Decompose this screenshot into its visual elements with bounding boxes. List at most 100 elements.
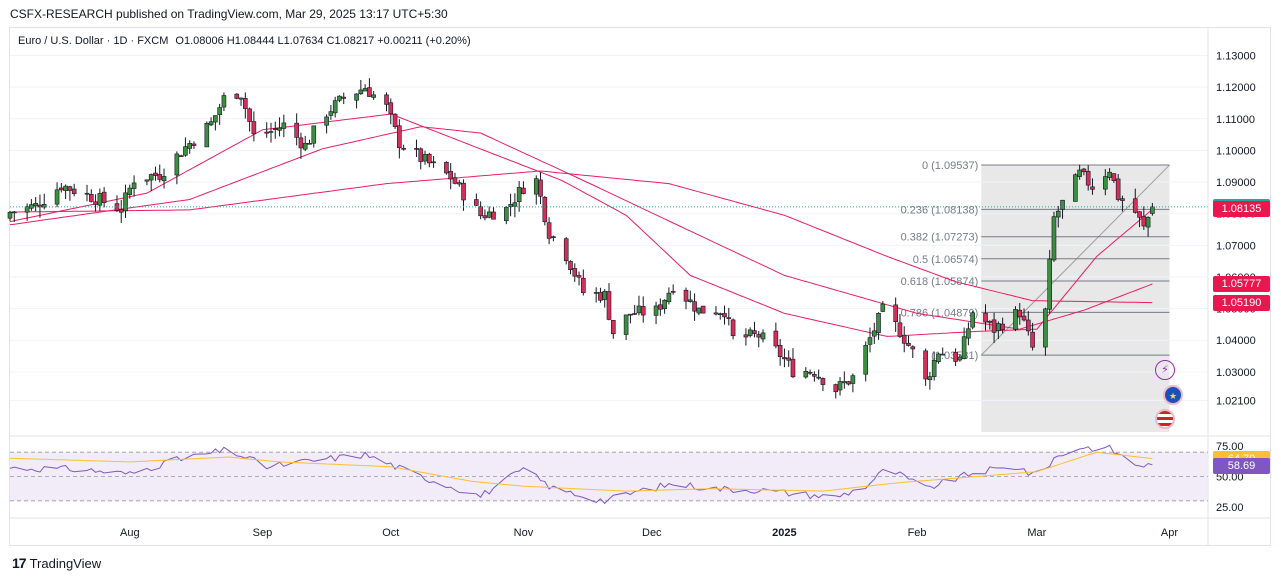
price-tick-label: 1.11000 bbox=[1216, 114, 1255, 126]
candle-body bbox=[983, 312, 988, 323]
candle-body bbox=[717, 313, 723, 315]
candle-body bbox=[602, 291, 608, 300]
us-flag-icon[interactable] bbox=[1155, 409, 1175, 429]
candle-body bbox=[1107, 171, 1112, 178]
fib-level-label: 0.786 (1.04879) bbox=[901, 307, 979, 319]
candle-body bbox=[328, 111, 334, 116]
candle-body bbox=[782, 357, 787, 360]
candle-body bbox=[961, 336, 967, 359]
candle-body bbox=[521, 187, 526, 194]
candle-body bbox=[598, 292, 603, 301]
eu-flag-icon[interactable]: ★ bbox=[1163, 385, 1183, 405]
candle-body bbox=[593, 292, 599, 294]
candle-body bbox=[623, 314, 629, 335]
candle-body bbox=[546, 222, 552, 239]
fib-level-label: 0.236 (1.08138) bbox=[901, 204, 979, 216]
candle-body bbox=[747, 329, 753, 336]
symbol-title: Euro / U.S. Dollar · 1D · FXCM bbox=[18, 35, 169, 47]
candle-body bbox=[482, 215, 488, 219]
candle-body bbox=[1150, 206, 1155, 214]
candle-body bbox=[191, 143, 197, 146]
fibonacci-zone bbox=[981, 165, 1170, 433]
candle-body bbox=[628, 313, 633, 316]
candle-body bbox=[63, 185, 68, 191]
candle-body bbox=[880, 303, 886, 312]
candle-body bbox=[426, 153, 432, 164]
candle-body bbox=[1081, 168, 1087, 173]
candle-body bbox=[414, 148, 419, 150]
candle-body bbox=[1013, 309, 1018, 330]
candle-body bbox=[362, 88, 368, 92]
candle-body bbox=[910, 346, 916, 350]
tradingview-brand: TradingView bbox=[29, 555, 102, 571]
candle-body bbox=[568, 261, 573, 270]
price-axis: 1.130001.120001.110001.100001.090001.080… bbox=[10, 28, 1270, 545]
candle-body bbox=[610, 319, 616, 335]
candle-body bbox=[504, 206, 509, 222]
candle-body bbox=[272, 128, 278, 130]
candle-body bbox=[1103, 176, 1108, 190]
candle-body bbox=[692, 301, 697, 312]
candle-body bbox=[1047, 258, 1052, 310]
candle-body bbox=[294, 122, 299, 138]
candle-body bbox=[1051, 216, 1057, 261]
candle-body bbox=[298, 137, 304, 149]
candle-body bbox=[653, 305, 659, 316]
time-tick-label: Oct bbox=[382, 527, 399, 539]
rsi-tick-label: 75.00 bbox=[1216, 441, 1244, 453]
candle-body bbox=[101, 191, 107, 203]
candle-body bbox=[696, 307, 702, 314]
candle-body bbox=[281, 122, 287, 129]
candle-body bbox=[803, 371, 809, 378]
candle-body bbox=[178, 155, 184, 157]
candle-body bbox=[542, 196, 548, 223]
candle-body bbox=[456, 182, 462, 185]
price-tick-label: 1.07000 bbox=[1216, 240, 1256, 252]
candle-body bbox=[1137, 211, 1142, 218]
candle-body bbox=[144, 179, 150, 182]
time-tick-label: Feb bbox=[908, 527, 927, 539]
candle-body bbox=[277, 127, 282, 131]
candle-body bbox=[730, 319, 736, 337]
candle-body bbox=[187, 143, 192, 149]
candle-body bbox=[324, 116, 329, 126]
candle-body bbox=[816, 376, 821, 379]
candle-body bbox=[37, 204, 43, 208]
rsi-line bbox=[9, 444, 1153, 505]
candle-body bbox=[713, 312, 719, 315]
candle-body bbox=[392, 113, 398, 127]
candle-body bbox=[1111, 173, 1117, 181]
candle-body bbox=[174, 153, 180, 176]
candle-body bbox=[940, 353, 946, 356]
candle-body bbox=[893, 304, 898, 323]
candle-body bbox=[461, 182, 466, 201]
candle-body bbox=[302, 143, 308, 150]
candle-body bbox=[606, 291, 612, 320]
lightning-icon[interactable]: ⚡ bbox=[1155, 360, 1175, 380]
candle-body bbox=[820, 378, 826, 385]
candle-body bbox=[687, 299, 693, 302]
candle-body bbox=[812, 374, 817, 377]
symbol-legend[interactable]: Euro / U.S. Dollar · 1D · FXCM O1.08006 … bbox=[18, 35, 471, 47]
tradingview-logo[interactable]: 17 TradingView bbox=[12, 555, 101, 571]
candle-body bbox=[666, 292, 672, 303]
candle-body bbox=[576, 275, 582, 278]
candle-body bbox=[1017, 309, 1023, 318]
candle-body bbox=[953, 352, 958, 362]
candle-body bbox=[833, 384, 839, 393]
candle-body bbox=[1085, 170, 1091, 186]
candle-body bbox=[863, 345, 869, 375]
time-tick-label: 2025 bbox=[772, 527, 796, 539]
candle-body bbox=[1026, 319, 1031, 332]
publisher-line: CSFX-RESEARCH published on TradingView.c… bbox=[10, 7, 448, 21]
candle-body bbox=[204, 123, 210, 148]
candle-body bbox=[1055, 210, 1061, 218]
rsi-pane: 75.00 50.00 25.00 bbox=[9, 441, 1244, 514]
fib-level-label: 1 (1.03531) bbox=[922, 350, 978, 362]
ohlc-values: O1.08006 H1.08444 L1.07634 C1.08217 +0.0… bbox=[175, 35, 471, 47]
candle-body bbox=[24, 206, 30, 213]
candle-body bbox=[337, 95, 342, 101]
grid bbox=[10, 54, 1208, 401]
candle-body bbox=[1120, 198, 1125, 201]
